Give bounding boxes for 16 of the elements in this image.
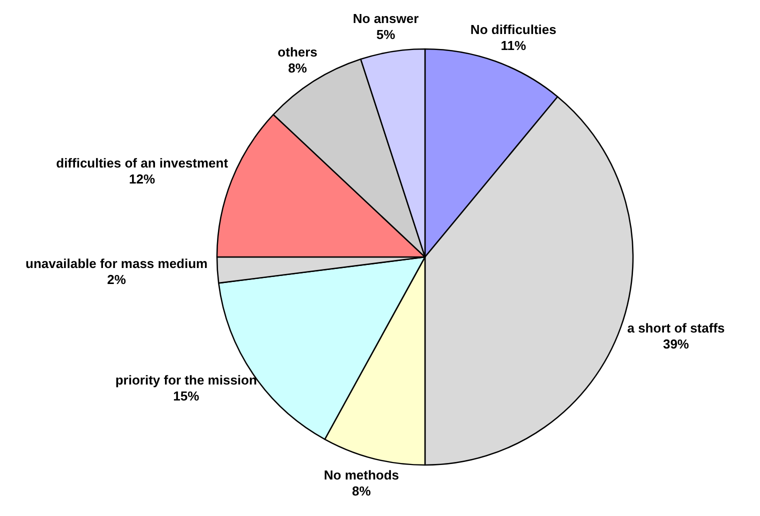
slice-label: difficulties of an investment bbox=[56, 156, 229, 171]
slice-label: No answer bbox=[352, 10, 419, 26]
data-label: 2% bbox=[107, 272, 126, 288]
data-label: 11% bbox=[500, 38, 526, 53]
slice-label: No methods bbox=[324, 468, 400, 483]
slice-label: priority for the mission bbox=[115, 372, 257, 388]
data-label: 39% bbox=[662, 336, 690, 352]
data-label: 8% bbox=[352, 484, 372, 499]
data-label: 8% bbox=[288, 60, 308, 76]
slice-label: unavailable for mass medium bbox=[26, 256, 208, 272]
slice-label: others bbox=[278, 44, 318, 60]
data-label: 12% bbox=[129, 172, 156, 187]
data-label: 15% bbox=[173, 388, 200, 404]
slice-label: a short of staffs bbox=[627, 320, 725, 336]
slice-label: No difficulties bbox=[470, 22, 556, 37]
data-label: 5% bbox=[376, 26, 396, 42]
